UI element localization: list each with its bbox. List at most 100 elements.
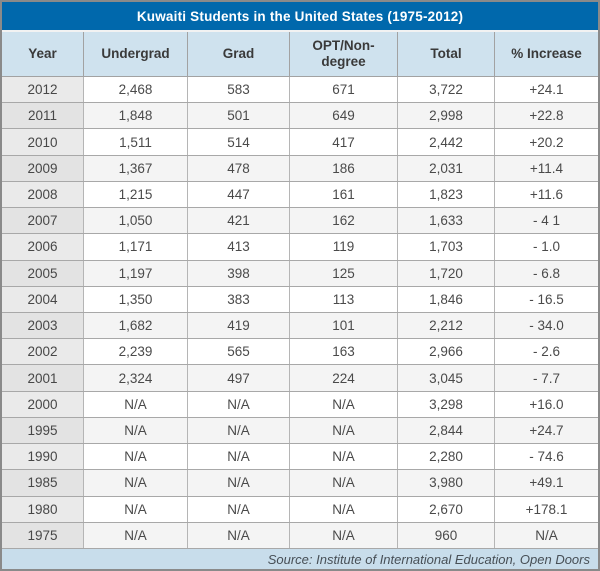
cell-total: 1,720 [398, 260, 495, 286]
cell-grad: 497 [188, 365, 290, 391]
cell-grad: 501 [188, 103, 290, 129]
cell-year: 1980 [2, 496, 84, 522]
table-row: 1990 N/A N/A N/A 2,280- 74.6 [2, 444, 598, 471]
cell-undergrad: N/A [84, 522, 188, 548]
cell-grad: N/A [188, 444, 290, 470]
cell-opt-nondegree: 161 [290, 181, 398, 208]
cell-year: 1990 [2, 444, 84, 470]
cell-opt-nondegree: 113 [290, 286, 398, 312]
cell-grad: 447 [188, 181, 290, 208]
cell-opt-nondegree: N/A [290, 470, 398, 496]
cell-year: 2000 [2, 391, 84, 417]
cell-year: 2006 [2, 234, 84, 260]
cell-undergrad: 1,682 [84, 312, 188, 339]
cell-total: 3,045 [398, 365, 495, 391]
cell-pct-increase: - 34.0 [495, 312, 598, 339]
table-row: 2001 2,324 497 224 3,045- 7.7 [2, 365, 598, 392]
cell-pct-increase: - 4 1 [495, 208, 598, 234]
cell-undergrad: 1,350 [84, 286, 188, 312]
cell-year: 2012 [2, 77, 84, 103]
cell-year: 2011 [2, 103, 84, 129]
table-row: 2012 2,468 583 671 3,722 +24.1 [2, 77, 598, 104]
cell-grad: 478 [188, 155, 290, 181]
cell-grad: 398 [188, 260, 290, 286]
table-row: 2004 1,350 383 113 1,846- 16.5 [2, 286, 598, 313]
cell-total: 3,298 [398, 391, 495, 417]
cell-opt-nondegree: N/A [290, 444, 398, 470]
table-row: 2003 1,682 419 101 2,212- 34.0 [2, 312, 598, 340]
cell-pct-increase: - 6.8 [495, 260, 598, 286]
source-note: Source: Institute of International Educa… [2, 549, 598, 569]
cell-undergrad: 2,324 [84, 365, 188, 391]
header-opt-nondegree: OPT/Non- degree [290, 32, 398, 76]
cell-opt-nondegree: 186 [290, 155, 398, 181]
table-row: 2000 N/A N/A N/A 3,298 +16.0 [2, 391, 598, 418]
table-row: 1985 N/A N/A N/A 3,980 +49.1 [2, 470, 598, 497]
cell-opt-nondegree: 162 [290, 208, 398, 234]
cell-total: 2,442 [398, 129, 495, 155]
cell-pct-increase: - 16.5 [495, 286, 598, 312]
cell-year: 1975 [2, 522, 84, 548]
cell-grad: 565 [188, 339, 290, 365]
cell-opt-nondegree: N/A [290, 391, 398, 417]
cell-pct-increase: +22.8 [495, 103, 598, 129]
cell-pct-increase: - 74.6 [495, 444, 598, 470]
cell-year: 2003 [2, 312, 84, 339]
table-body: 2012 2,468 583 671 3,722 +24.1 2011 1,848 501 649… [2, 77, 598, 549]
table-row: 2011 1,848 501 649 2,998 +22.8 [2, 103, 598, 130]
header-total: Total [398, 32, 495, 76]
table-row: 2002 2,239 565 163 2,966- 2.6 [2, 339, 598, 366]
cell-opt-nondegree: 119 [290, 234, 398, 260]
cell-total: 3,722 [398, 77, 495, 103]
cell-opt-nondegree: 649 [290, 103, 398, 129]
cell-undergrad: 1,197 [84, 260, 188, 286]
cell-total: 1,703 [398, 234, 495, 260]
table-row: 1995 N/A N/A N/A 2,844 +24.7 [2, 417, 598, 445]
cell-pct-increase: +16.0 [495, 391, 598, 417]
title-divider [2, 30, 598, 32]
cell-pct-increase: - 7.7 [495, 365, 598, 391]
cell-grad: 421 [188, 208, 290, 234]
cell-opt-nondegree: 417 [290, 129, 398, 155]
table-row: 2007 1,050 421 162 1,633- 4 1 [2, 208, 598, 235]
cell-pct-increase: +24.7 [495, 417, 598, 444]
header-grad: Grad [188, 32, 290, 76]
cell-pct-increase: +11.4 [495, 155, 598, 181]
cell-grad: 583 [188, 77, 290, 103]
cell-total: 2,212 [398, 312, 495, 339]
cell-pct-increase: +20.2 [495, 129, 598, 155]
cell-total: 3,980 [398, 470, 495, 496]
cell-grad: 413 [188, 234, 290, 260]
cell-year: 2002 [2, 339, 84, 365]
cell-total: 2,844 [398, 417, 495, 444]
cell-undergrad: 2,239 [84, 339, 188, 365]
cell-opt-nondegree: N/A [290, 417, 398, 444]
cell-undergrad: 1,050 [84, 208, 188, 234]
table-row: 1980 N/A N/A N/A 2,670 +178.1 [2, 496, 598, 523]
cell-total: 1,633 [398, 208, 495, 234]
cell-year: 2009 [2, 155, 84, 181]
cell-undergrad: N/A [84, 470, 188, 496]
table-row: 2005 1,197 398 125 1,720- 6.8 [2, 260, 598, 287]
table-title: Kuwaiti Students in the United States (1… [2, 2, 598, 30]
table-header-row: Year Undergrad Grad OPT/Non- degree Tota… [2, 32, 598, 77]
cell-total: 1,823 [398, 181, 495, 208]
cell-undergrad: 1,511 [84, 129, 188, 155]
table-row: 2009 1,367 478 186 2,031 +11.4 [2, 155, 598, 182]
cell-total: 1,846 [398, 286, 495, 312]
cell-year: 2010 [2, 129, 84, 155]
cell-undergrad: N/A [84, 496, 188, 522]
cell-undergrad: N/A [84, 391, 188, 417]
cell-opt-nondegree: N/A [290, 522, 398, 548]
cell-grad: N/A [188, 522, 290, 548]
cell-opt-nondegree: 163 [290, 339, 398, 365]
cell-year: 2005 [2, 260, 84, 286]
cell-pct-increase: +49.1 [495, 470, 598, 496]
cell-pct-increase: +11.6 [495, 181, 598, 208]
table-row: 2008 1,215 447 161 1,823 +11.6 [2, 181, 598, 209]
cell-undergrad: 2,468 [84, 77, 188, 103]
header-pct-increase: % Increase [511, 46, 582, 62]
cell-undergrad: N/A [84, 444, 188, 470]
cell-grad: 383 [188, 286, 290, 312]
